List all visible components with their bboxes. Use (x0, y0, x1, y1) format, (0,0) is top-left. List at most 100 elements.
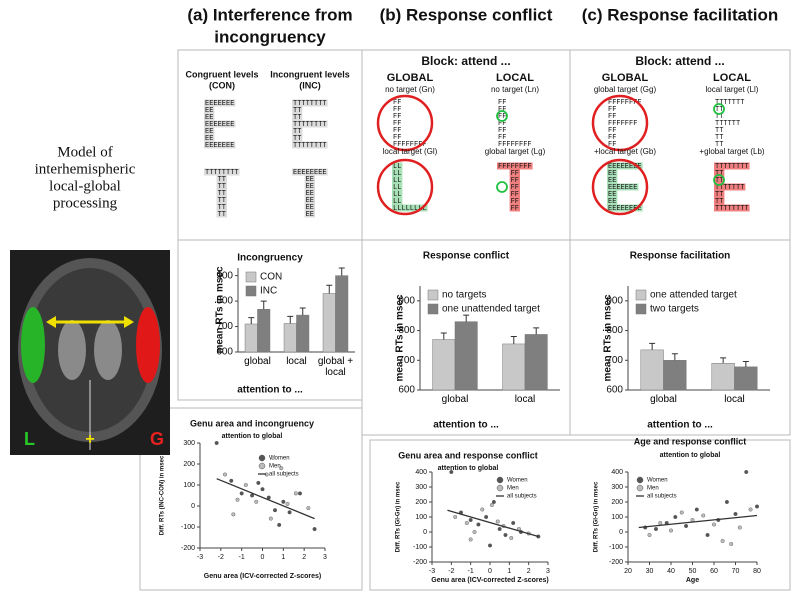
x-tick-label: -2 (218, 554, 224, 561)
stimulus-highlight (216, 189, 227, 197)
stimulus-highlight (216, 175, 227, 183)
legend-label: Women (269, 456, 290, 462)
stimulus-highlight (392, 197, 403, 205)
stimulus-highlight (607, 183, 639, 191)
stimulus-row: TT (715, 106, 723, 114)
stimulus-highlight (392, 204, 428, 212)
brain-ventricle (94, 320, 122, 380)
column-label: (INC) (299, 80, 321, 90)
y-tick-label: 800 (398, 325, 415, 336)
stimulus-highlight (292, 134, 303, 142)
stimulus-row: FF (608, 134, 616, 142)
stimulus-highlight (216, 182, 227, 190)
y-tick-label: 0 (423, 529, 427, 536)
y-tick-label: -200 (413, 559, 427, 566)
bar (257, 308, 271, 353)
stimulus-highlight (714, 204, 750, 212)
stimulus-highlight (204, 168, 240, 176)
stimulus-highlight (292, 99, 328, 107)
stimulus-highlight (509, 176, 520, 184)
legend-swatch (427, 303, 439, 315)
error-bar (533, 327, 540, 335)
error-bar (671, 353, 678, 361)
y-tick-label: 200 (415, 499, 427, 506)
x-tick-label: 3 (546, 568, 550, 575)
x-tick-label: 30 (646, 568, 654, 575)
panel-heading: (c) Response facilitation (582, 5, 778, 24)
y-tick-label: 0 (191, 503, 195, 510)
stimulus-row: EE (608, 198, 616, 206)
stimulus-highlight (204, 120, 236, 128)
error-bar (260, 300, 267, 310)
stimulus-caption: global target (Lg) (485, 147, 546, 156)
point (484, 515, 489, 520)
x-tick-label: 70 (732, 568, 740, 575)
point (488, 543, 493, 548)
point (468, 537, 473, 542)
column-label: Incongruent levels (270, 69, 350, 79)
legend-label: Men (269, 464, 281, 470)
y-tick-label: -100 (609, 544, 623, 551)
point (511, 521, 516, 526)
legend-swatch (635, 289, 647, 301)
stimulus-row: TT (715, 170, 723, 178)
stimulus-highlight (509, 169, 520, 177)
local-circle (496, 181, 508, 193)
stimulus-caption: local target (Gl) (383, 147, 438, 156)
legend-swatch (245, 271, 257, 283)
brain-label: G (150, 429, 164, 449)
point (468, 518, 473, 523)
stimulus-row: EE (205, 128, 213, 136)
stimulus-row: TT (205, 176, 226, 184)
stimulus-highlight (607, 190, 618, 198)
panel-box (369, 439, 791, 591)
stimulus-row: FFFFFFFF (498, 141, 532, 149)
legend-label: two targets (650, 304, 699, 315)
y-tick-label: 300 (611, 484, 623, 491)
stimulus-row: LL (393, 198, 401, 206)
point (724, 500, 729, 505)
stimulus-row: FF (498, 198, 519, 206)
y-tick-label: 0 (619, 529, 623, 536)
point (214, 441, 219, 446)
stimulus-row: FF (393, 127, 401, 135)
bar (663, 360, 687, 391)
y-tick-label: 900 (606, 295, 623, 306)
point (293, 491, 298, 496)
y-tick-label: 900 (216, 270, 233, 281)
bar (454, 321, 478, 391)
stimulus-highlight (509, 197, 520, 205)
stimulus-highlight (607, 162, 643, 170)
stimulus-highlight (204, 141, 236, 149)
stimulus-row: TTTTTTTT (715, 205, 749, 213)
x-tick-label: 3 (323, 554, 327, 561)
stimulus-row: TTTTTTT (715, 99, 744, 107)
local-circle (713, 103, 725, 115)
x-tick-label: 60 (710, 568, 718, 575)
chart-title: Incongruency (237, 253, 303, 264)
stimulus-row: EE (608, 191, 616, 199)
point (287, 510, 292, 515)
stimulus-row: TT (293, 135, 301, 143)
panel-heading: incongruency (214, 27, 326, 46)
stimulus-highlight (204, 134, 215, 142)
error-bar (248, 317, 255, 324)
legend-marker (258, 462, 266, 470)
stimulus-highlight (216, 196, 227, 204)
chart-subtitle: attention to global (222, 433, 283, 440)
x-tick-label: local (514, 394, 536, 405)
y-axis-label: mean RTs in msec (395, 294, 406, 382)
stimulus-highlight (392, 176, 403, 184)
bar (711, 363, 735, 391)
bar (283, 323, 297, 353)
stimulus-row: FF (498, 184, 519, 192)
stimulus-highlight (714, 183, 746, 191)
stimulus-row: FF (608, 141, 616, 149)
point (306, 506, 311, 511)
stimulus-row: FF (498, 120, 506, 128)
x-tick-label: 50 (689, 568, 697, 575)
point (503, 533, 508, 538)
stimulus-highlight (714, 190, 725, 198)
x-tick-label: global + local (317, 356, 354, 378)
x-tick-label: global (650, 394, 677, 405)
